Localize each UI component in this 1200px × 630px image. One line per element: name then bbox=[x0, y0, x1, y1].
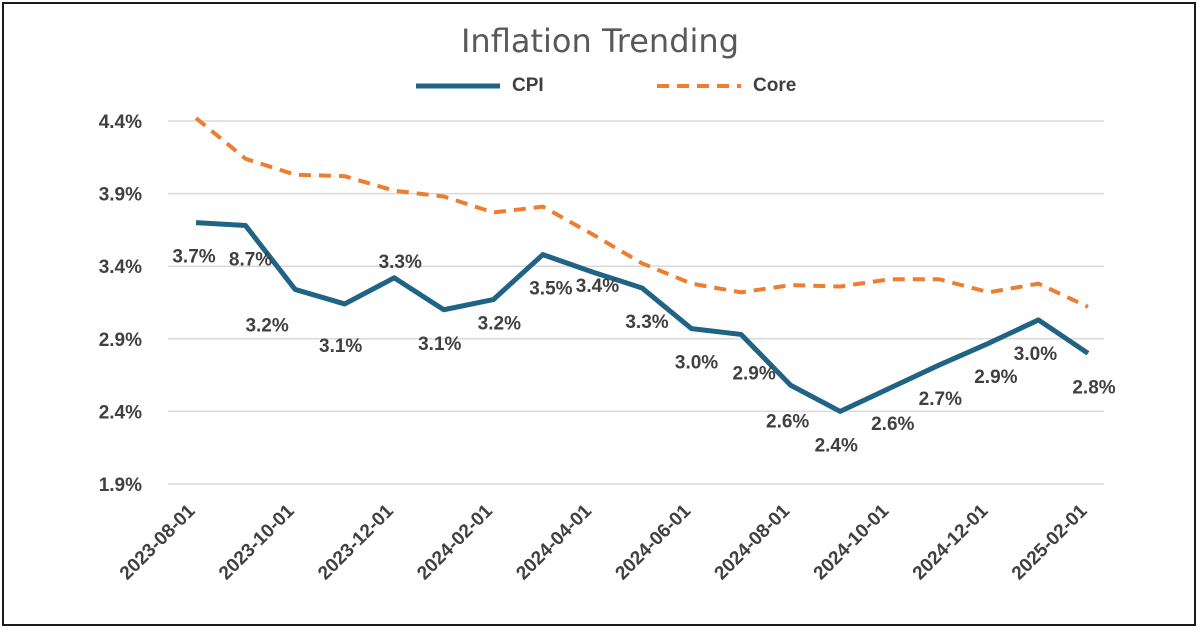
x-tick-label: 2023-12-01 bbox=[314, 500, 398, 584]
data-label-cpi: 2.9% bbox=[732, 363, 775, 384]
x-tick-label: 2024-02-01 bbox=[413, 500, 497, 584]
data-label-cpi: 2.6% bbox=[766, 411, 809, 432]
data-label-cpi: 8.7% bbox=[229, 250, 272, 271]
x-tick-label: 2025-02-01 bbox=[1008, 500, 1092, 584]
data-label-cpi: 2.9% bbox=[974, 367, 1017, 388]
data-label-cpi: 3.3% bbox=[625, 312, 668, 333]
data-label-cpi: 3.0% bbox=[1014, 344, 1057, 365]
x-tick-label: 2024-04-01 bbox=[512, 500, 596, 584]
y-tick-label: 3.4% bbox=[99, 257, 142, 278]
data-label-cpi: 3.1% bbox=[319, 336, 362, 357]
y-tick-label: 1.9% bbox=[99, 475, 142, 496]
legend-label-core: Core bbox=[753, 75, 797, 96]
legend-swatch-cpi bbox=[416, 83, 500, 89]
x-tick-label: 2024-10-01 bbox=[810, 500, 894, 584]
data-label-cpi: 3.4% bbox=[576, 276, 619, 297]
data-label-cpi: 2.7% bbox=[919, 389, 962, 410]
x-tick-label: 2024-06-01 bbox=[612, 500, 696, 584]
data-label-cpi: 3.0% bbox=[675, 353, 718, 374]
data-label-cpi: 2.4% bbox=[815, 435, 858, 456]
series-line-cpi bbox=[195, 220, 1090, 414]
y-tick-label: 4.4% bbox=[99, 112, 142, 133]
x-tick-label: 2024-12-01 bbox=[909, 500, 993, 584]
data-label-cpi: 2.6% bbox=[871, 414, 914, 435]
series-line-core bbox=[194, 116, 1089, 309]
legend-label-cpi: CPI bbox=[512, 75, 544, 96]
data-label-cpi: 3.2% bbox=[478, 314, 521, 335]
data-label-cpi: 3.2% bbox=[245, 315, 288, 336]
data-label-cpi: 3.5% bbox=[529, 279, 572, 300]
legend-item-core: Core bbox=[655, 75, 796, 97]
data-label-cpi: 3.3% bbox=[379, 252, 422, 273]
y-tick-label: 2.9% bbox=[99, 330, 142, 351]
data-label-cpi: 3.7% bbox=[172, 247, 215, 268]
chart-title: Inflation Trending bbox=[460, 22, 739, 60]
legend-item-cpi: CPI bbox=[414, 75, 544, 97]
legend-swatch-core bbox=[657, 84, 741, 88]
data-label-cpi: 3.1% bbox=[418, 334, 461, 355]
x-tick-label: 2024-08-01 bbox=[711, 500, 795, 584]
x-tick-label: 2023-08-01 bbox=[116, 500, 200, 584]
data-label-cpi: 2.8% bbox=[1072, 377, 1115, 398]
y-tick-label: 2.4% bbox=[99, 402, 142, 423]
x-tick-label: 2023-10-01 bbox=[215, 500, 299, 584]
y-tick-label: 3.9% bbox=[99, 185, 142, 206]
